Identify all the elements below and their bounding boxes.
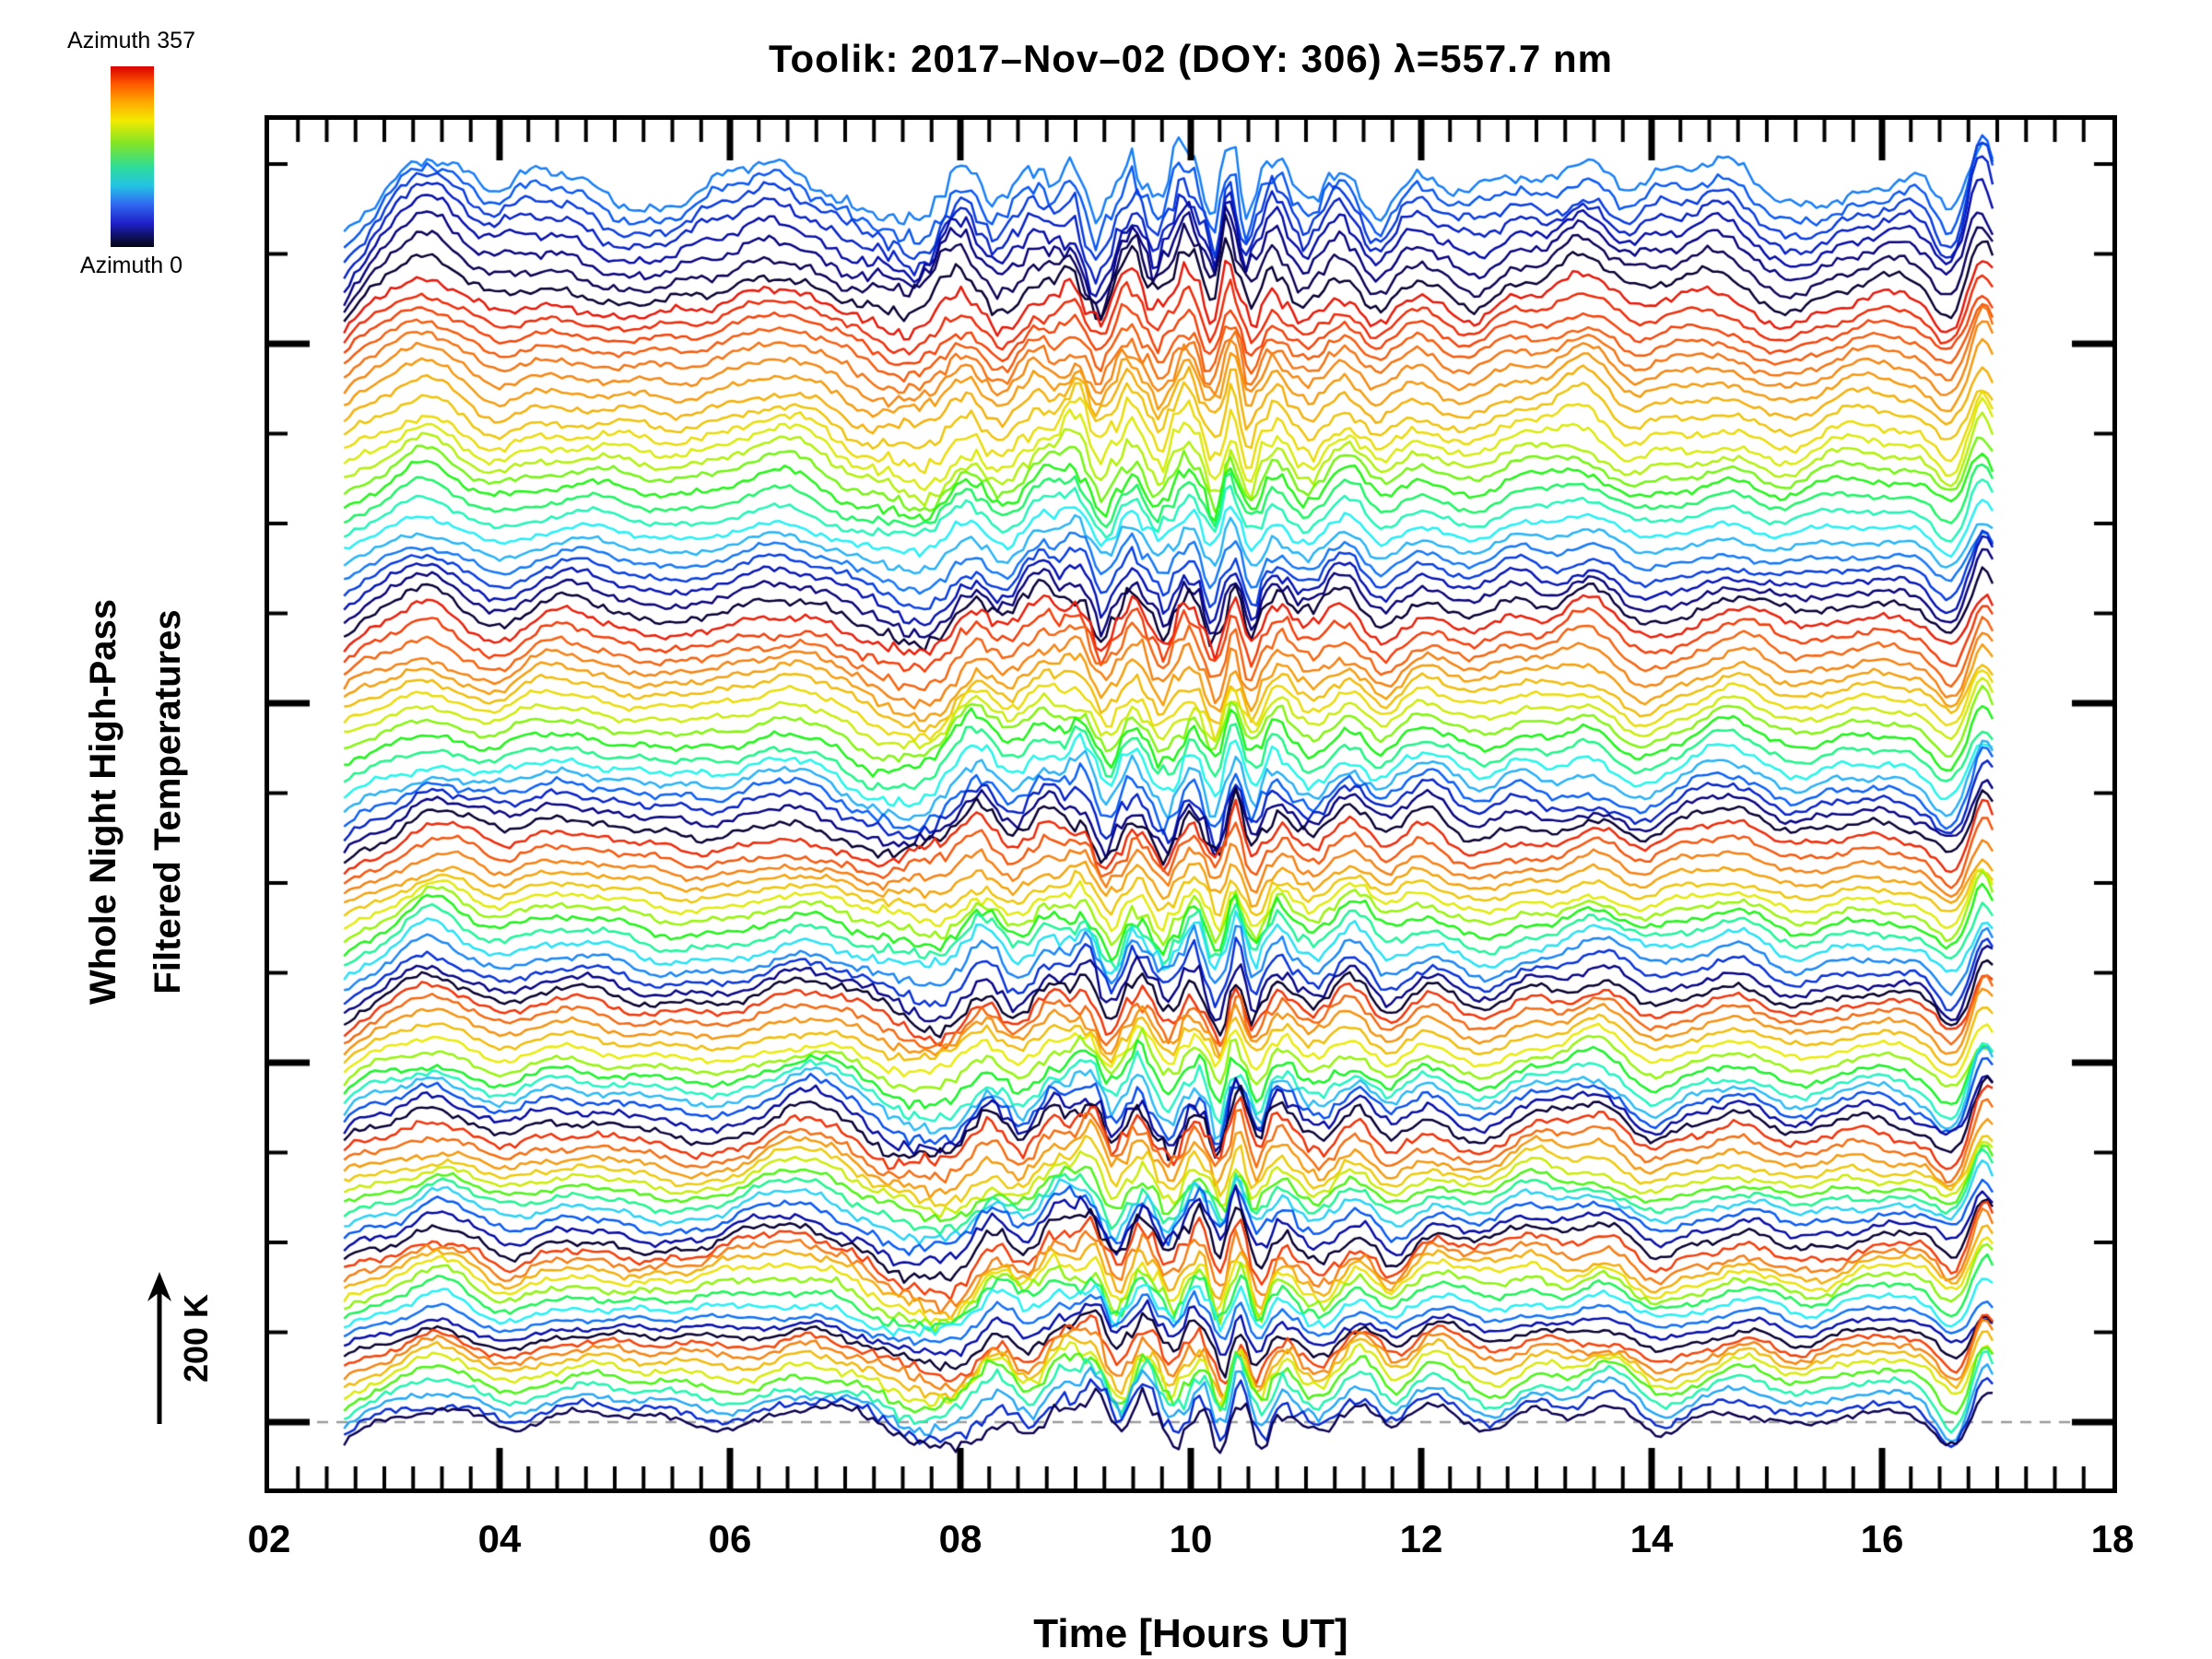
x-tick-label: 08 <box>938 1517 982 1560</box>
plot-canvas <box>269 120 2112 1488</box>
x-tick-label: 14 <box>1630 1517 1674 1560</box>
chart-title: Toolik: 2017–Nov–02 (DOY: 306) λ=557.7 n… <box>768 37 1613 80</box>
plot-frame <box>265 115 2117 1493</box>
colorbar-top-label: Azimuth 357 <box>67 28 195 53</box>
x-tick-label: 10 <box>1169 1517 1213 1560</box>
x-tick-label: 16 <box>1860 1517 1904 1560</box>
x-tick-label: 06 <box>708 1517 752 1560</box>
scale-arrow-icon <box>147 1272 171 1424</box>
scale-arrow-label: 200 K <box>177 1293 215 1383</box>
x-axis-label: Time [Hours UT] <box>1033 1611 1348 1656</box>
x-tick-label: 12 <box>1399 1517 1443 1560</box>
y-axis-label-line1: Whole Night High-Pass <box>83 599 124 1005</box>
colorbar-bottom-label: Azimuth 0 <box>79 253 183 278</box>
x-tick-label: 04 <box>477 1517 522 1560</box>
colorbar-gradient <box>111 66 154 247</box>
y-axis-label-line2: Filtered Temperatures <box>147 609 188 994</box>
x-tick-label: 02 <box>247 1517 291 1560</box>
x-axis-tick-labels: 02 04 06 08 10 12 14 16 18 <box>248 1517 2135 1572</box>
x-tick-label: 18 <box>2090 1517 2135 1560</box>
